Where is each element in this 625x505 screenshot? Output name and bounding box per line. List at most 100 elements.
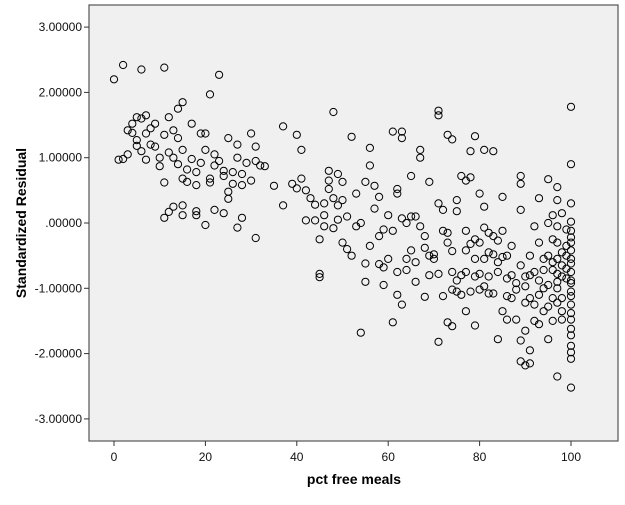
data-point [443,228,452,237]
data-point [338,238,347,247]
data-point [466,147,475,156]
data-point [457,171,466,181]
x-tick-label: 80 [473,450,487,464]
data-point [557,307,567,316]
data-point [388,127,397,136]
data-point [512,279,521,288]
data-point [192,211,201,220]
data-point [279,122,288,131]
data-point [553,183,562,192]
data-point [361,177,370,186]
data-point [443,238,452,247]
data-point [544,218,553,228]
data-point [407,171,416,181]
data-point [132,141,141,150]
data-point [123,150,132,159]
x-tick-label: 60 [382,450,396,464]
data-point [146,140,155,149]
data-point [448,267,457,277]
data-point [375,192,384,201]
data-point [320,222,329,231]
data-point [566,324,576,333]
data-point [516,171,525,181]
data-point [566,292,576,301]
data-point [548,294,557,303]
data-point [566,354,576,363]
data-point [484,272,493,281]
data-point [320,211,329,220]
data-point [544,302,553,311]
data-point [292,130,301,139]
data-point [301,216,310,225]
y-tick-label: 3.00000 [39,20,83,34]
data-point [365,161,374,170]
data-point [420,232,429,241]
data-point [329,107,338,117]
data-point [137,147,146,156]
data-point [448,247,457,256]
data-point [448,135,457,144]
data-point [315,273,324,282]
data-point [251,142,260,151]
data-point [566,199,576,208]
data-point [178,98,187,107]
data-point [539,254,548,263]
data-point [457,290,466,299]
data-point [347,132,356,141]
data-point [407,212,416,221]
data-point [557,294,567,303]
data-point [548,258,557,267]
data-point [192,168,201,177]
data-point [553,196,562,205]
data-point [512,285,521,294]
data-point [480,223,489,232]
data-point [566,331,576,340]
data-point [183,177,192,186]
data-point [557,315,567,324]
data-point [539,307,548,316]
y-tick-label: 1.00000 [39,151,83,165]
data-point [534,238,544,247]
data-point [279,201,288,210]
data-point [384,211,393,220]
data-point [438,205,448,214]
data-point [429,254,438,263]
data-point [393,290,402,299]
data-point [416,222,425,231]
data-point [470,272,480,281]
data-point [361,277,370,286]
data-point [393,184,402,194]
data-point [201,145,210,154]
data-point [489,250,498,259]
data-point [475,238,484,247]
x-tick-label: 20 [199,450,213,464]
data-point [375,232,384,241]
data-point [329,194,338,203]
data-point [251,233,260,243]
data-point [562,225,571,234]
data-point [379,225,388,234]
data-point [475,269,484,278]
data-point [114,155,123,164]
data-point [530,300,539,309]
data-point [169,202,178,211]
data-point [480,145,489,154]
data-point [530,222,539,231]
data-point [160,213,169,222]
data-point [530,267,539,277]
data-point [566,287,576,296]
data-point [352,222,361,231]
data-point [141,155,151,164]
data-point [498,252,507,262]
data-point [516,261,525,270]
data-point [438,226,448,235]
data-point [315,269,324,278]
data-point [498,307,507,316]
x-axis: 0 20 40 60 80 100 [111,441,581,464]
data-point [566,246,576,255]
data-point [493,258,502,267]
data-point [525,346,535,355]
data-point [557,209,567,218]
data-point [210,161,219,170]
data-point [333,201,342,210]
